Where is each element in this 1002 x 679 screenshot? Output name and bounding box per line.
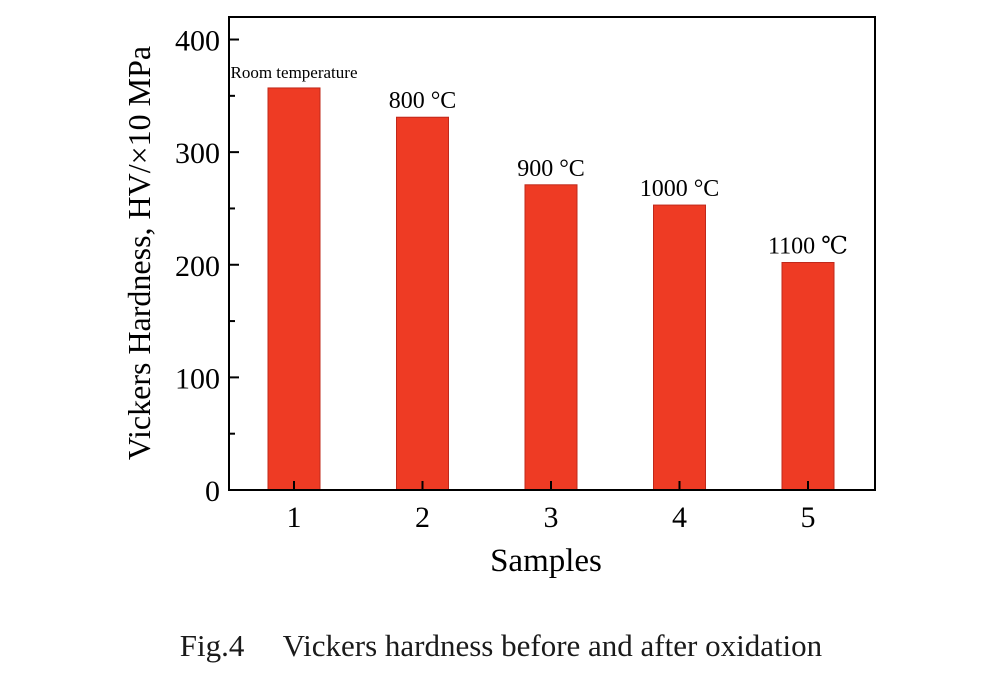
x-axis-title: Samples (490, 543, 602, 579)
x-axis-ticks: 1 2 3 4 5 (287, 481, 816, 534)
figure-caption: Fig.4 Vickers hardness before and after … (0, 628, 1002, 664)
bar-2 (396, 116, 449, 491)
bar-4 (653, 204, 706, 491)
y-tick-label-100: 100 (175, 362, 220, 395)
y-tick-label-300: 300 (175, 137, 220, 170)
x-tick-label-4: 4 (672, 501, 687, 534)
x-tick-label-5: 5 (801, 501, 816, 534)
bar-data-label-1: Room temperature (231, 63, 358, 82)
bars (267, 87, 835, 491)
x-tick-label-2: 2 (415, 501, 430, 534)
bar-3 (524, 184, 578, 491)
y-tick-label-0: 0 (205, 475, 220, 508)
figure-caption-text: Vickers hardness before and after oxidat… (282, 628, 823, 663)
y-tick-label-400: 400 (175, 25, 220, 58)
y-axis-ticks: 0 100 200 300 400 (175, 25, 239, 508)
bar-chart: Room temperature 800 °C 900 °C 1000 °C 1100 … (121, 16, 876, 579)
bar-data-labels: Room temperature 800 °C 900 °C 1000 °C 1100 … (231, 63, 848, 260)
bar-data-label-5: 1100 ℃ (768, 234, 848, 260)
bar-data-label-2: 800 °C (389, 88, 457, 114)
y-tick-label-200: 200 (175, 250, 220, 283)
x-tick-label-3: 3 (544, 501, 559, 534)
figure-number: Fig.4 (179, 628, 245, 663)
bar-5 (781, 262, 835, 491)
y-axis-title: Vickers Hardness, HV/×10 MPa (121, 46, 157, 460)
x-tick-label-1: 1 (287, 501, 302, 534)
bar-data-label-3: 900 °C (517, 156, 585, 182)
bar-data-label-4: 1000 °C (640, 176, 720, 202)
bar-1 (267, 87, 321, 491)
